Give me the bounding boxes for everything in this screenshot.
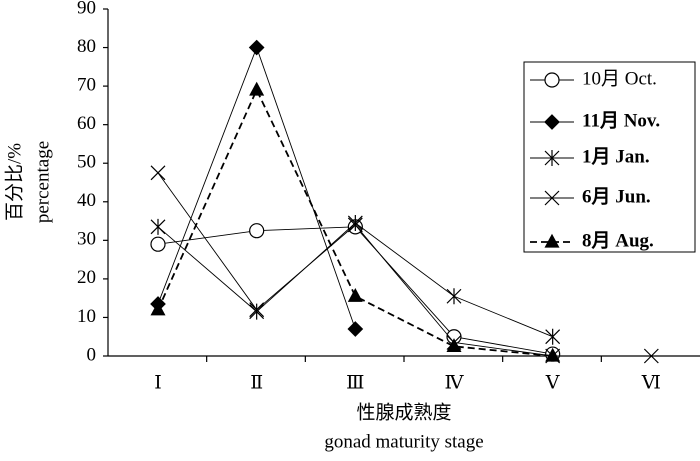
y-tick-label: 20 xyxy=(77,267,96,288)
marker xyxy=(446,288,462,305)
x-tick-label: Ⅴ xyxy=(545,372,560,393)
marker xyxy=(249,81,265,96)
x-axis-label: 性腺成熟度 xyxy=(356,401,451,423)
legend-label: 1月 Jan. xyxy=(582,146,650,167)
legend-label: 6月 Jun. xyxy=(582,186,651,207)
marker xyxy=(249,303,265,320)
y-tick-label: 0 xyxy=(87,344,97,365)
marker xyxy=(347,217,363,233)
marker xyxy=(545,347,561,362)
series-line xyxy=(157,172,652,357)
y-tick-label: 10 xyxy=(77,306,96,327)
marker xyxy=(544,72,560,88)
y-tick-label: 50 xyxy=(77,152,96,173)
marker xyxy=(545,328,561,345)
marker xyxy=(150,218,166,235)
marker xyxy=(249,302,265,318)
marker xyxy=(347,287,363,302)
y-tick-label: 70 xyxy=(77,74,96,95)
marker xyxy=(248,39,265,56)
y-tick-label: 80 xyxy=(77,36,96,57)
x-tick-label: Ⅰ xyxy=(154,372,162,393)
y-tick-label: 90 xyxy=(77,0,96,18)
x-axis-label: gonad maturity stage xyxy=(324,431,483,452)
x-tick-label: Ⅵ xyxy=(641,372,661,393)
legend-label: 10月 Oct. xyxy=(582,68,657,89)
y-axis-label: 百分比/% xyxy=(3,143,25,221)
legend-label: 11月 Nov. xyxy=(582,110,660,131)
series-line xyxy=(157,222,553,338)
y-axis-label: percentage xyxy=(32,141,53,223)
marker xyxy=(544,190,560,206)
marker xyxy=(544,114,560,130)
marker xyxy=(446,338,462,352)
y-tick-label: 40 xyxy=(77,190,96,211)
marker xyxy=(347,214,363,231)
legend-label: 8月 Aug. xyxy=(582,230,654,251)
y-tick-label: 30 xyxy=(77,229,96,250)
marker xyxy=(643,348,659,364)
y-tick-label: 60 xyxy=(77,113,96,134)
marker xyxy=(544,150,560,166)
marker xyxy=(150,301,166,316)
marker xyxy=(150,236,166,252)
series-line xyxy=(157,87,553,357)
x-tick-label: Ⅱ xyxy=(250,372,263,393)
marker xyxy=(150,165,166,181)
marker xyxy=(544,233,560,248)
x-tick-label: Ⅳ xyxy=(445,372,465,393)
marker xyxy=(347,321,364,337)
x-tick-label: Ⅲ xyxy=(346,372,364,393)
marker xyxy=(249,223,265,239)
